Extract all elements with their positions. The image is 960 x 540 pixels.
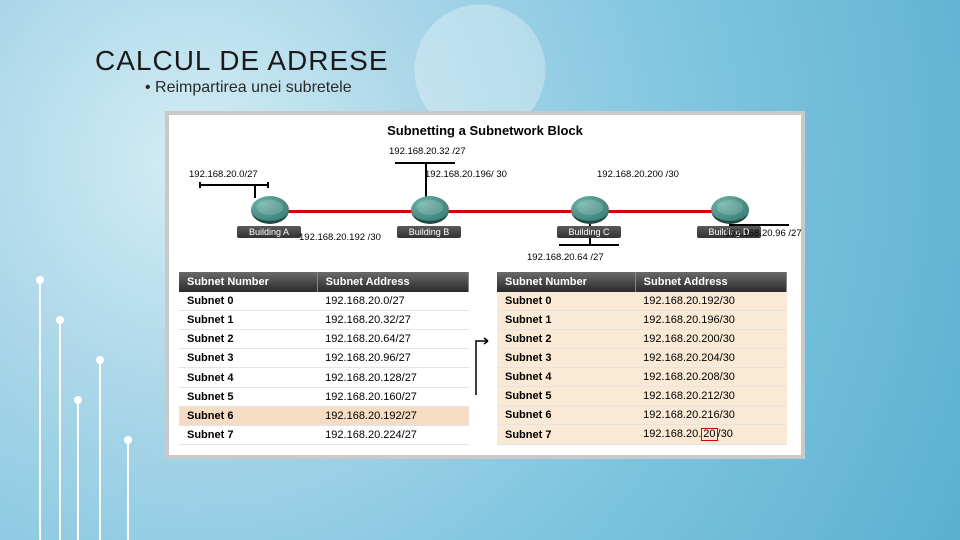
router-label: Building C [557, 226, 621, 238]
ip-label: 192.168.20.64 /27 [527, 252, 604, 263]
ip-label: 192.168.20.96 /27 [725, 228, 802, 239]
table-row: Subnet 1192.168.20.32/27 [179, 311, 469, 330]
table-row: Subnet 6192.168.20.192/27 [179, 406, 469, 425]
tables-container: Subnet Number Subnet Address Subnet 0192… [179, 272, 791, 445]
network-diagram: Building A Building B Building C Buildin… [179, 144, 791, 264]
table-row: Subnet 0192.168.20.192/30 [497, 292, 787, 311]
table-row: Subnet 7192.168.20.20/30 [497, 425, 787, 445]
table-row: Subnet 1192.168.20.196/30 [497, 311, 787, 330]
table-header: Subnet Number [179, 272, 317, 292]
table-header: Subnet Address [317, 272, 468, 292]
ip-label: 192.168.20.200 /30 [597, 169, 679, 180]
router-icon [571, 196, 609, 224]
diagram-title: Subnetting a Subnetwork Block [179, 121, 791, 144]
table-header: Subnet Number [497, 272, 635, 292]
ip-label: 192.168.20.196/ 30 [425, 169, 507, 180]
slide-bullet: • Reimpartirea unei subretele [145, 79, 900, 97]
ip-label: 192.168.20.0/27 [189, 169, 258, 180]
subnet-table-left: Subnet Number Subnet Address Subnet 0192… [179, 272, 469, 445]
table-row: Subnet 6192.168.20.216/30 [497, 406, 787, 425]
table-row: Subnet 3192.168.20.204/30 [497, 349, 787, 368]
router-icon [251, 196, 289, 224]
slide-title: CALCUL DE ADRESE [95, 45, 900, 77]
table-header: Subnet Address [635, 272, 786, 292]
arrow-icon [474, 337, 496, 397]
table-row: Subnet 2192.168.20.200/30 [497, 330, 787, 349]
ip-label: 192.168.20.192 /30 [299, 232, 381, 243]
router-icon [711, 196, 749, 224]
router-label: Building A [237, 226, 301, 238]
diagram-panel: Subnetting a Subnetwork Block Building A [165, 111, 805, 459]
table-row: Subnet 4192.168.20.128/27 [179, 368, 469, 387]
table-row: Subnet 4192.168.20.208/30 [497, 368, 787, 387]
table-row: Subnet 7192.168.20.224/27 [179, 425, 469, 444]
table-row: Subnet 3192.168.20.96/27 [179, 349, 469, 368]
table-row: Subnet 5192.168.20.160/27 [179, 387, 469, 406]
ip-label: 192.168.20.32 /27 [389, 146, 466, 157]
table-row: Subnet 0192.168.20.0/27 [179, 292, 469, 311]
table-row: Subnet 5192.168.20.212/30 [497, 387, 787, 406]
table-row: Subnet 2192.168.20.64/27 [179, 330, 469, 349]
router-label: Building B [397, 226, 461, 238]
router-icon [411, 196, 449, 224]
subnet-table-right: Subnet Number Subnet Address Subnet 0192… [497, 272, 787, 445]
